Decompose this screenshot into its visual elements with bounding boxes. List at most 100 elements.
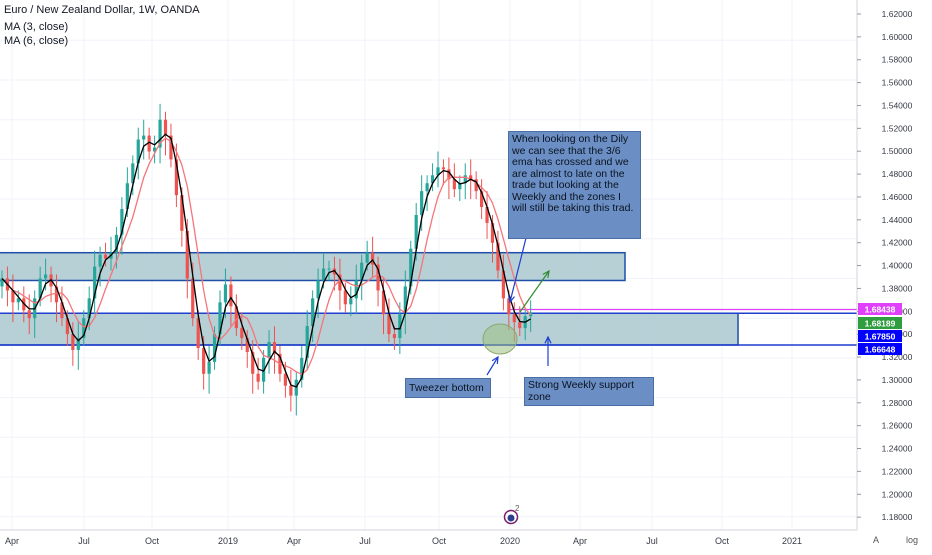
candle-body [327, 268, 331, 270]
candle-body [480, 191, 484, 208]
candle-body [441, 167, 446, 170]
auto-scale-toggle[interactable]: A [873, 535, 880, 545]
ma-fast-legend[interactable]: MA (3, close) [4, 21, 69, 33]
candle-body [272, 342, 277, 354]
candle-body [409, 248, 413, 287]
time-tick-label: Oct [432, 536, 447, 546]
candle-body [371, 252, 375, 265]
candle-body [425, 183, 429, 192]
price-tick-label: 1.24000 [882, 444, 913, 454]
time-tick-label: 2021 [782, 536, 802, 546]
candle-body [196, 318, 200, 348]
candle-body [218, 302, 222, 335]
price-tag-label: 1.68438 [865, 305, 896, 315]
price-tick-label: 1.50000 [882, 146, 913, 156]
candle-body [267, 342, 271, 358]
symbol-title: Euro / New Zealand Dollar, 1W, OANDA [4, 4, 200, 16]
price-tag [858, 330, 902, 342]
candle-body [114, 234, 119, 253]
candle-body [245, 338, 249, 352]
candle-body [240, 328, 244, 339]
candle-body [153, 147, 157, 152]
candle-body [147, 135, 151, 152]
price-tick-label: 1.48000 [882, 169, 913, 179]
time-tick-label: Apr [573, 536, 587, 546]
dily-note[interactable]: When looking on the Dily we can see that… [508, 131, 641, 239]
candle-body [229, 284, 233, 307]
price-tick-label: 1.46000 [882, 192, 913, 202]
time-tick-label: 2019 [218, 536, 238, 546]
time-tick-label: Jul [78, 536, 90, 546]
candle-body [512, 314, 516, 323]
candle-body [376, 264, 380, 291]
candle-body [191, 278, 195, 319]
candle-body [38, 278, 42, 299]
candle-body [507, 298, 511, 315]
candle-body [501, 270, 505, 299]
time-tick-label: Oct [715, 536, 730, 546]
price-tick-label: 1.18000 [882, 512, 913, 522]
price-tag [858, 343, 902, 355]
time-tick-label: 2020 [500, 536, 520, 546]
candle-body [381, 290, 386, 315]
candle-body [76, 338, 80, 350]
price-tick-label: 1.40000 [882, 261, 913, 271]
candle-body [283, 373, 287, 386]
price-tag [858, 303, 902, 315]
candle-body [289, 385, 293, 396]
zones [0, 251, 857, 346]
price-tick-label: 1.22000 [882, 466, 913, 476]
support-note[interactable]: Strong Weekly support zone [524, 377, 654, 406]
candle-body [256, 373, 260, 382]
candle-body [463, 175, 467, 184]
candle-body [71, 334, 75, 350]
log-scale-toggle[interactable]: log [906, 535, 919, 545]
price-tick-label: 1.44000 [882, 215, 913, 225]
price-tick-label: 1.38000 [882, 283, 913, 293]
candle-body [316, 280, 320, 299]
candles [0, 103, 533, 416]
support-arrow-head [544, 335, 552, 344]
tweezer-arrow [486, 356, 499, 376]
candle-body [223, 284, 228, 303]
price-tick-label: 1.30000 [882, 375, 913, 385]
candle-body [398, 314, 402, 339]
tweezer-arrow-head [491, 355, 499, 365]
candle-body [136, 139, 140, 164]
price-tick-label: 1.28000 [882, 398, 913, 408]
moving-averages [1, 133, 532, 388]
candle-body [458, 183, 462, 190]
note-arrow [509, 237, 527, 303]
candle-body [403, 286, 407, 315]
candle-body [430, 175, 435, 184]
ma-slow-line [1, 137, 532, 376]
price-tag-label: 1.68189 [865, 319, 896, 329]
candle-body [174, 159, 178, 196]
candle-body [234, 306, 238, 329]
time-axis[interactable]: Apr Jul Oct 2019 Apr Jul Oct 2020 Apr Jul Oct 2021 [0, 529, 857, 546]
price-tag-label: 1.67850 [865, 332, 896, 342]
candle-body [131, 163, 135, 184]
candle-body [185, 230, 189, 279]
time-tick-label: Apr [5, 536, 19, 546]
time-tick-label: Jul [359, 536, 371, 546]
tweezer-note[interactable]: Tweezer bottom [405, 378, 491, 398]
candle-body [343, 290, 347, 305]
candle-body [103, 254, 108, 259]
ma-slow-legend[interactable]: MA (6, close) [4, 35, 69, 47]
price-tick-label: 1.58000 [882, 55, 913, 65]
price-tag-label: 1.66648 [865, 345, 896, 355]
candle-body [27, 310, 31, 319]
price-tick-label: 1.32000 [882, 352, 913, 362]
candle-body [212, 334, 217, 362]
price-axis[interactable]: 1.62000 1.60000 1.58000 1.56000 1.54000 1.520… [856, 0, 932, 550]
candle-body [311, 298, 315, 327]
candle-body [120, 209, 124, 235]
candle-body [125, 183, 129, 210]
price-tick-label: 1.52000 [882, 123, 913, 133]
candle-body [60, 302, 64, 319]
time-tick-label: Jul [646, 536, 658, 546]
candle-body [82, 318, 86, 339]
